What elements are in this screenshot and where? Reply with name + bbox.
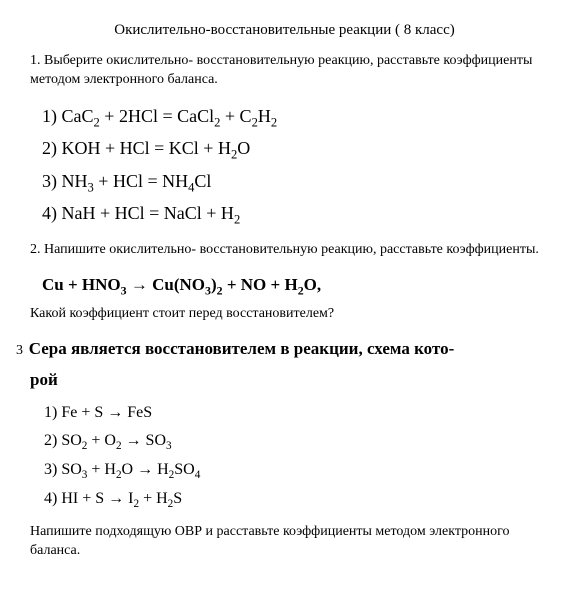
task3-eq2: 2) SO2 + O2 → SO3 bbox=[44, 430, 539, 452]
task3-heading-line2: рой bbox=[30, 369, 539, 392]
task1-text: 1. Выберите окислительно- восстановитель… bbox=[30, 52, 539, 90]
task2-subquestion: Какой коэффициент стоит перед восстанови… bbox=[30, 305, 539, 324]
task2-text: 2. Напишите окислительно- восстановитель… bbox=[30, 241, 539, 260]
task1-eq1: 1) CaC2 + 2HCl = CaCl2 + C2H2 bbox=[42, 104, 539, 128]
task1-eq3: 3) NH3 + HCl = NH4Cl bbox=[42, 169, 539, 193]
task2-equation: Cu + HNO3 → Cu(NO3)2 + NO + H2O, bbox=[42, 274, 539, 297]
task3-eq1: 1) Fe + S → FeS bbox=[44, 402, 539, 424]
task3-heading-line1: Сера является восстановителем в реакции,… bbox=[29, 339, 455, 358]
task3-eq4: 4) HI + S → I2 + H2S bbox=[44, 488, 539, 510]
task1-eq2: 2) KOH + HCl = KCl + H2O bbox=[42, 136, 539, 160]
task3-footer: Напишите подходящую ОВР и расставьте коэ… bbox=[30, 523, 539, 561]
task3-equations: 1) Fe + S → FeS 2) SO2 + O2 → SO3 3) SO3… bbox=[44, 402, 539, 509]
task3-prefix: 3 bbox=[16, 342, 23, 361]
task3-heading-row: 3 Сера является восстановителем в реакци… bbox=[30, 338, 539, 361]
document-title: Окислительно-восстановительные реакции (… bbox=[30, 20, 539, 40]
task3-eq3: 3) SO3 + H2O → H2SO4 bbox=[44, 459, 539, 481]
task1-equations: 1) CaC2 + 2HCl = CaCl2 + C2H2 2) KOH + H… bbox=[42, 104, 539, 225]
task1-eq4: 4) NaH + HCl = NaCl + H2 bbox=[42, 201, 539, 225]
